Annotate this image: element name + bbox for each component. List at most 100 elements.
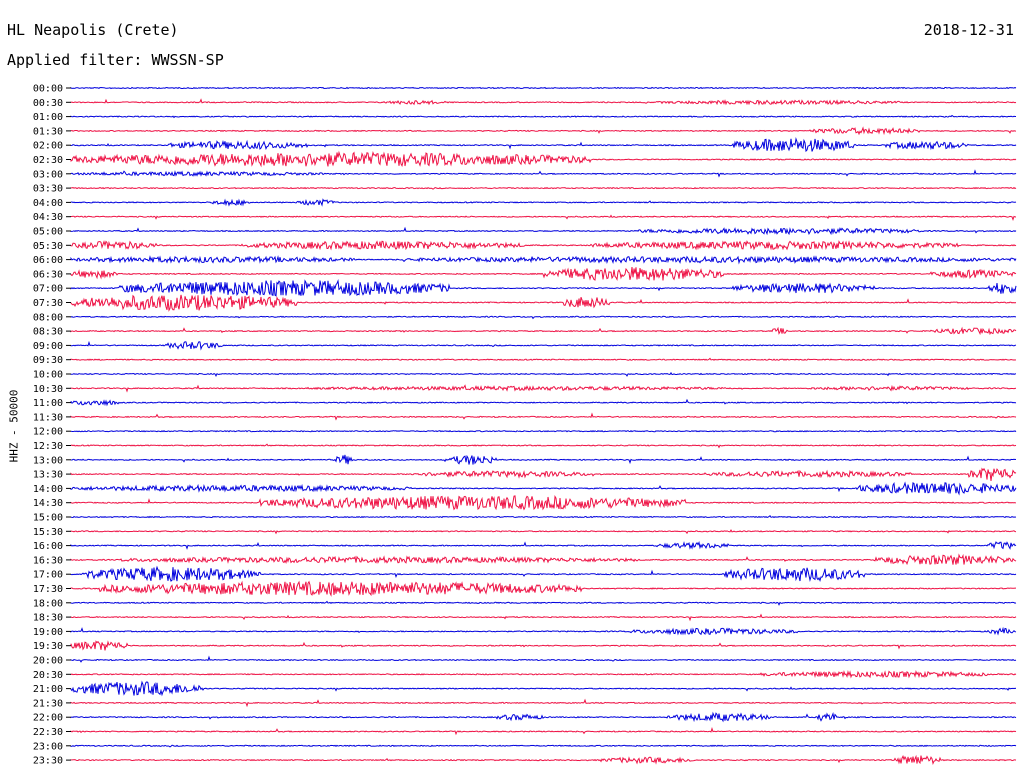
trace-row — [70, 529, 1017, 535]
trace-row — [70, 553, 1017, 566]
filter-line: Applied filter: WWSSN-SP — [7, 51, 224, 69]
row-time-label: 06:30 — [33, 269, 71, 280]
row-time-label: 22:00 — [33, 713, 71, 724]
trace-row — [70, 726, 1017, 736]
trace-row — [70, 186, 1017, 190]
trace-row — [70, 613, 1017, 622]
row-time-text: 04:30 — [33, 212, 63, 223]
row-time-text: 20:30 — [33, 670, 63, 681]
row-time-text: 09:00 — [33, 341, 63, 352]
row-time-label: 23:30 — [33, 756, 71, 767]
row-time-label: 01:30 — [33, 126, 71, 137]
row-time-text: 09:30 — [33, 355, 63, 366]
row-time-text: 06:30 — [33, 269, 63, 280]
trace-row — [70, 514, 1017, 519]
trace-row — [70, 226, 1017, 236]
row-time-text: 00:00 — [33, 84, 63, 95]
trace-row — [70, 711, 1017, 723]
filter-value: WWSSN-SP — [151, 51, 224, 69]
row-time-text: 12:30 — [33, 441, 63, 452]
row-time-text: 17:00 — [33, 570, 63, 581]
row-time-label: 13:00 — [33, 455, 71, 466]
row-time-text: 16:30 — [33, 555, 63, 566]
row-time-label: 09:00 — [33, 341, 71, 352]
row-time-label: 12:30 — [33, 441, 71, 452]
row-time-text: 06:00 — [33, 255, 63, 266]
row-time-text: 12:00 — [33, 427, 63, 438]
trace-row — [70, 326, 1017, 336]
row-time-text: 01:30 — [33, 126, 63, 137]
row-time-text: 14:30 — [33, 498, 63, 509]
trace-row — [70, 467, 1017, 481]
row-time-label: 07:00 — [33, 284, 71, 295]
row-time-label: 11:00 — [33, 398, 71, 409]
row-time-text: 23:30 — [33, 756, 63, 767]
row-time-text: 22:00 — [33, 713, 63, 724]
row-time-label: 00:30 — [33, 98, 71, 109]
trace-row — [70, 626, 1017, 636]
row-time-text: 13:00 — [33, 455, 63, 466]
row-time-text: 07:00 — [33, 284, 63, 295]
row-time-text: 03:00 — [33, 169, 63, 180]
trace-row — [70, 114, 1016, 119]
trace-row — [70, 214, 1017, 222]
row-time-text: 11:30 — [33, 412, 63, 423]
row-time-text: 02:30 — [33, 155, 63, 166]
trace-row — [70, 669, 1017, 679]
row-time-text: 20:00 — [33, 656, 63, 667]
row-time-label: 13:30 — [33, 470, 71, 481]
row-time-label: 05:00 — [33, 227, 71, 238]
trace-row — [70, 267, 1017, 282]
row-time-label: 03:30 — [33, 184, 71, 195]
trace-row — [70, 640, 1017, 651]
trace-row — [70, 398, 1017, 407]
row-time-text: 17:30 — [33, 584, 63, 595]
row-time-text: 21:30 — [33, 698, 63, 709]
row-time-text: 01:00 — [33, 112, 63, 123]
row-time-text: 05:00 — [33, 227, 63, 238]
row-time-label: 17:30 — [33, 584, 71, 595]
row-time-text: 07:30 — [33, 298, 63, 309]
trace-row — [70, 98, 1017, 106]
trace-row — [70, 680, 1017, 697]
trace-row — [70, 698, 1017, 708]
row-time-text: 19:00 — [33, 627, 63, 638]
row-time-text: 10:00 — [33, 370, 63, 381]
trace-row — [70, 315, 1017, 320]
trace-row — [70, 754, 1017, 765]
station-title: HL Neapolis (Crete) — [7, 21, 179, 39]
row-time-label: 16:30 — [33, 555, 71, 566]
row-time-label: 08:30 — [33, 327, 71, 338]
row-time-text: 05:30 — [33, 241, 63, 252]
trace-row — [70, 580, 1016, 597]
row-time-label: 02:30 — [33, 155, 71, 166]
row-time-label: 09:30 — [33, 355, 71, 366]
row-time-label: 19:00 — [33, 627, 71, 638]
trace-row — [70, 357, 1017, 361]
row-time-label: 14:30 — [33, 498, 71, 509]
filter-label: Applied filter: — [7, 51, 143, 69]
row-time-label: 00:00 — [33, 84, 71, 95]
trace-row — [70, 454, 1017, 465]
row-time-label: 07:30 — [33, 298, 71, 309]
row-time-label: 14:00 — [33, 484, 71, 495]
row-time-text: 18:30 — [33, 613, 63, 624]
row-time-text: 16:00 — [33, 541, 63, 552]
trace-row — [70, 340, 1017, 351]
trace-row — [70, 150, 1017, 168]
row-time-label: 15:00 — [33, 513, 71, 524]
trace-row — [70, 136, 1017, 153]
trace-row — [70, 126, 1017, 136]
row-time-label: 10:30 — [33, 384, 71, 395]
row-time-text: 03:30 — [33, 184, 63, 195]
trace-row — [70, 565, 1017, 583]
row-time-label: 18:00 — [33, 598, 71, 609]
row-time-label: 04:00 — [33, 198, 71, 209]
row-time-text: 15:30 — [33, 527, 63, 538]
row-time-label: 10:00 — [33, 370, 71, 381]
row-time-label: 15:30 — [33, 527, 71, 538]
row-time-label: 18:30 — [33, 613, 71, 624]
trace-row — [70, 655, 1017, 663]
trace-row — [70, 86, 1017, 90]
